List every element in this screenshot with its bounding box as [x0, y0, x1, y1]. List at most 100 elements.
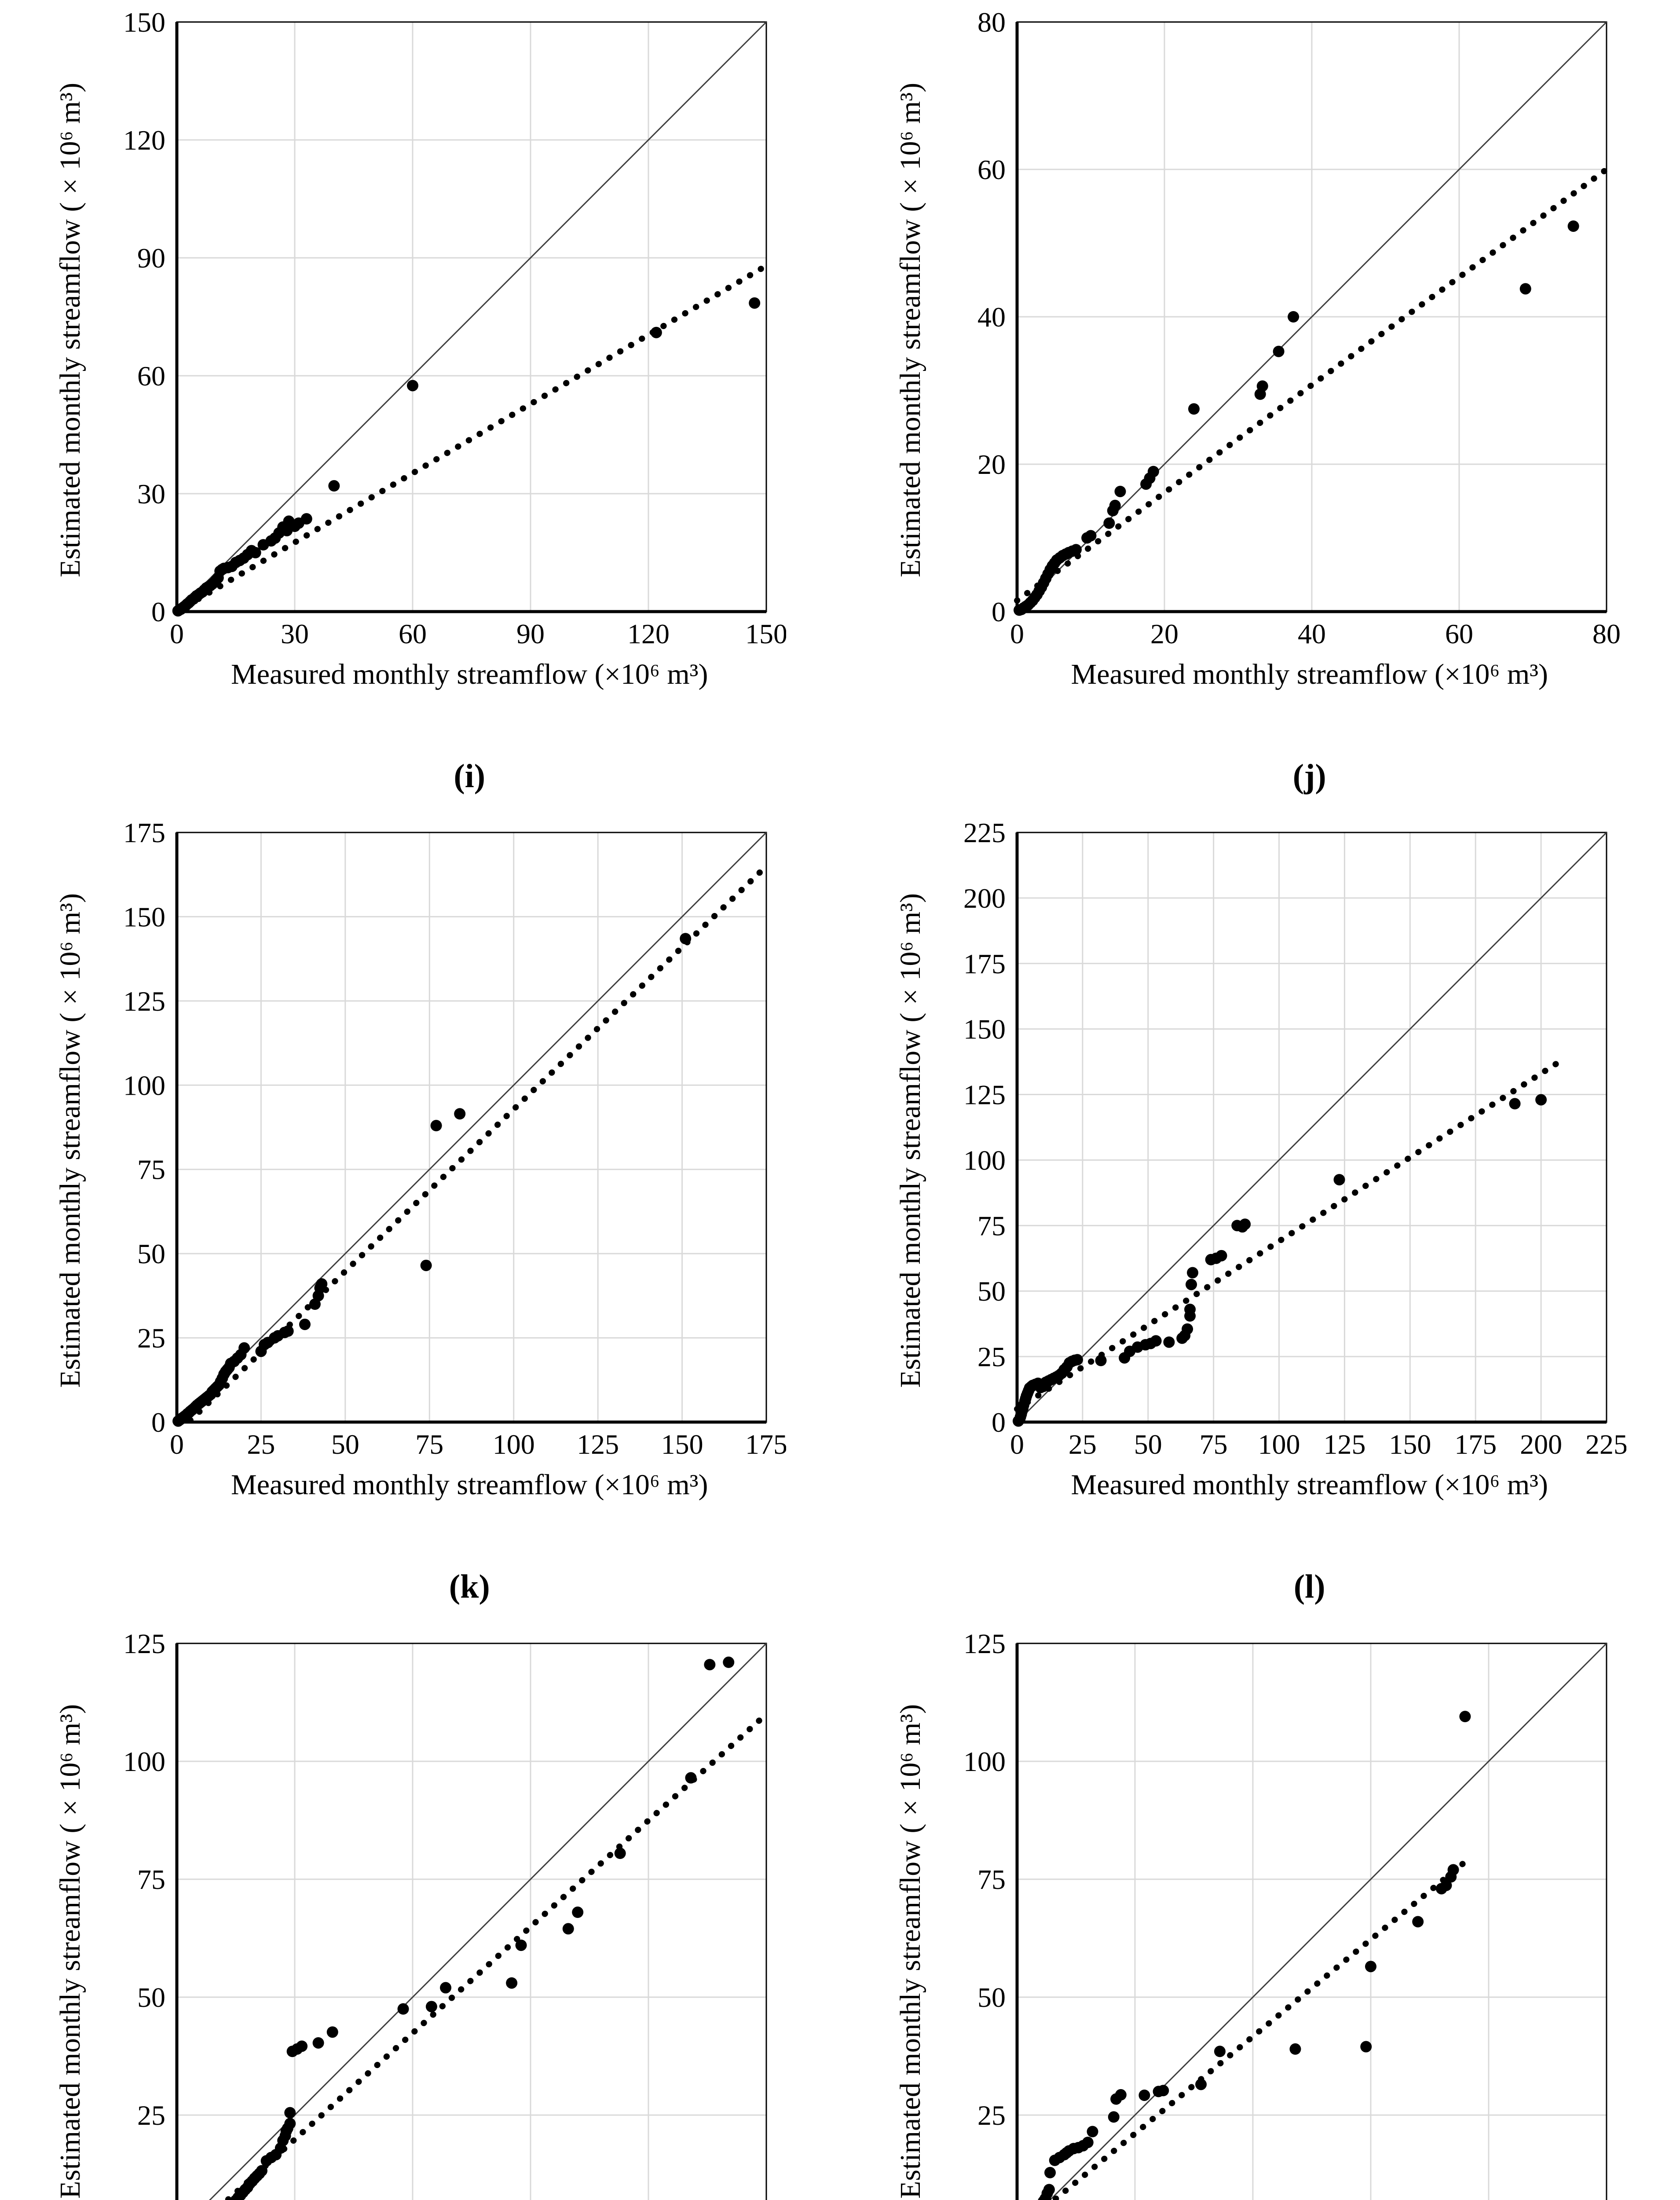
y-tick-label: 125	[123, 1628, 165, 1659]
y-axis-title: Estimated monthly streamflow (×10⁶ m³)	[894, 893, 926, 1388]
x-tick-label: 100	[493, 1429, 535, 1460]
y-tick-label: 25	[137, 1323, 165, 1354]
data-point	[1215, 1250, 1227, 1262]
y-tick-label: 50	[137, 1238, 165, 1269]
data-point	[1114, 485, 1126, 497]
data-point	[1519, 283, 1531, 295]
y-tick-label: 25	[977, 1341, 1006, 1372]
data-point	[454, 1108, 466, 1120]
data-point	[749, 297, 761, 309]
panel-caption-i: (i)	[454, 758, 486, 795]
data-point	[1138, 2089, 1150, 2101]
data-point	[1567, 220, 1579, 232]
scatter-panel-j: Estimated monthly streamflow (×10⁶ m³) 0…	[894, 7, 1626, 796]
data-point	[1185, 1279, 1197, 1291]
x-tick-label: 150	[661, 1429, 703, 1460]
x-tick-label: 225	[1585, 1429, 1626, 1460]
data-point	[1186, 1267, 1198, 1279]
x-tick-label: 30	[281, 618, 309, 649]
x-tick-label: 40	[1298, 618, 1326, 649]
y-tick-label: 25	[137, 2100, 165, 2131]
data-point	[1103, 517, 1115, 529]
data-point	[238, 1342, 250, 1354]
data-point	[328, 480, 340, 492]
plot-frame	[176, 1643, 767, 2200]
y-axis-title: Estimated monthly streamflow (×10⁶ m³)	[894, 1704, 926, 2199]
y-axis-title: Estimated monthly streamflow (×10⁶ m³)	[54, 1704, 87, 2199]
x-tick-label: 100	[1258, 1429, 1300, 1460]
data-point	[426, 2001, 438, 2013]
scatter-panel-k: Estimated monthly streamflow (×10⁶ m³) 0…	[54, 817, 786, 1606]
data-point	[420, 1260, 432, 1272]
x-axis-title: Measured monthly streamflow (×10⁶ m³)	[1071, 658, 1548, 690]
scatter-panel-m: Estimated monthly streamflow (×10⁶ m³) 0…	[54, 1628, 786, 2200]
data-point	[685, 1772, 697, 1784]
y-tick-label: 75	[137, 1154, 165, 1185]
plot-area-l: 0 25 50 75 100 125 150 175 200 225 0 25 50 75 100 125 15…	[963, 817, 1626, 1460]
data-point	[1509, 1098, 1521, 1110]
y-tick-label: 175	[963, 948, 1006, 979]
x-tick-label: 125	[1323, 1429, 1365, 1460]
x-tick-label: 200	[1520, 1429, 1562, 1460]
data-point	[651, 326, 662, 338]
data-point	[407, 380, 419, 392]
data-point	[1157, 2084, 1169, 2096]
data-point	[1044, 2167, 1056, 2178]
y-tick-label: 75	[977, 1210, 1006, 1242]
trend-line	[1049, 1855, 1473, 2200]
y-tick-label: 50	[977, 1982, 1006, 2013]
data-point	[1082, 2136, 1094, 2148]
data-point	[1087, 2126, 1098, 2138]
identity-line	[1049, 1643, 1607, 2200]
y-tick-label: 150	[123, 7, 165, 38]
x-axis-title: Measured monthly streamflow (×10⁶ m³)	[231, 658, 708, 690]
data-point	[327, 2026, 339, 2038]
data-point	[1459, 1710, 1471, 1722]
data-point	[1289, 2043, 1301, 2055]
x-tick-label: 90	[516, 618, 545, 649]
x-tick-label: 150	[745, 618, 786, 649]
data-point	[1287, 311, 1299, 323]
y-tick-label: 75	[977, 1864, 1006, 1895]
y-tick-label: 60	[137, 360, 165, 392]
data-point	[572, 1906, 584, 1918]
x-tick-label: 50	[1134, 1429, 1162, 1460]
x-tick-label: 60	[1445, 618, 1473, 649]
y-tick-label: 50	[137, 1982, 165, 2013]
y-tick-label: 0	[992, 596, 1006, 627]
y-tick-label: 60	[977, 154, 1006, 185]
panel-caption-j: (j)	[1292, 758, 1326, 795]
data-point	[1365, 1960, 1376, 1972]
data-point	[506, 1977, 518, 1989]
data-point	[1071, 1354, 1083, 1366]
data-point	[1043, 2184, 1055, 2196]
data-point	[1360, 2041, 1372, 2053]
trend-line	[1014, 166, 1610, 604]
x-tick-label: 0	[170, 618, 184, 649]
data-point	[1256, 380, 1268, 392]
data-point	[515, 1939, 527, 1951]
data-point	[430, 1120, 442, 1132]
x-tick-label: 25	[247, 1429, 275, 1460]
x-tick-label: 120	[627, 618, 670, 649]
data-point	[296, 2040, 308, 2052]
data-point	[256, 2165, 268, 2177]
x-tick-label: 0	[1010, 618, 1024, 649]
y-axis-title: Estimated monthly streamflow (×10⁶ m³)	[54, 893, 87, 1388]
data-point	[316, 1278, 328, 1290]
data-point	[1535, 1094, 1547, 1106]
x-tick-label: 0	[1010, 1429, 1024, 1460]
data-point	[1188, 403, 1200, 415]
identity-line	[1016, 832, 1607, 1423]
data-point	[284, 2117, 296, 2129]
data-point	[282, 1325, 294, 1337]
y-tick-label: 175	[123, 817, 165, 848]
trend-line	[223, 1711, 770, 2200]
scatter-panel-n: Estimated monthly streamflow (×10⁶ m³) 0…	[894, 1628, 1626, 2200]
data-point	[1115, 2089, 1127, 2101]
data-point	[1108, 2111, 1120, 2123]
data-point	[1412, 1916, 1424, 1928]
scatter-panel-l: Estimated monthly streamflow (×10⁶ m³) 0…	[894, 817, 1626, 1606]
data-point	[1163, 1336, 1175, 1348]
